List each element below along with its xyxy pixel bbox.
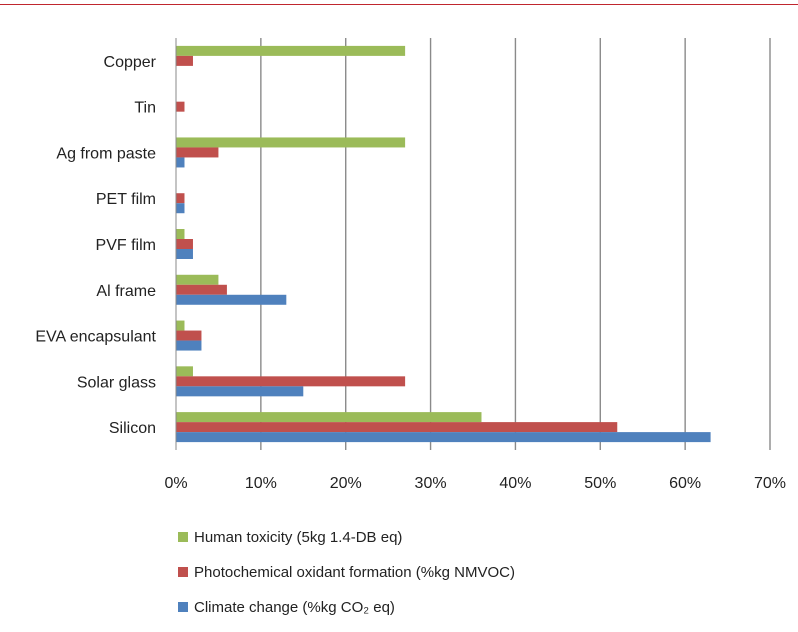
legend-swatch: [178, 602, 188, 612]
bar-chart: Copper Tin Ag from paste PET film PVF film Al…: [35, 38, 786, 492]
bar: [176, 239, 193, 249]
y-axis-labels: Copper Tin Ag from paste PET film PVF film Al…: [35, 54, 156, 437]
y-category-label: Tin: [134, 100, 156, 117]
bar: [176, 320, 185, 331]
bar: [176, 366, 193, 377]
y-category-label: Silicon: [109, 420, 156, 437]
legend-swatch: [178, 532, 188, 542]
bar: [176, 193, 185, 204]
bar: [176, 386, 304, 397]
x-tick-label: 40%: [499, 475, 531, 492]
legend-item: Climate change (%kg CO₂ eq): [178, 597, 515, 617]
legend-swatch: [178, 567, 188, 577]
y-category-label: Copper: [104, 54, 157, 71]
legend-label: Photochemical oxidant formation (%kg NMV…: [194, 563, 515, 581]
gridlines: [260, 38, 771, 450]
bar: [176, 412, 482, 423]
x-tick-label: 70%: [754, 475, 786, 492]
y-category-label: PVF film: [96, 237, 156, 254]
bars: [176, 45, 711, 443]
bar: [176, 284, 227, 295]
bar: [176, 330, 202, 341]
legend-label: Climate change (%kg CO₂ eq): [194, 598, 395, 616]
bar: [176, 340, 202, 351]
bar: [176, 294, 287, 305]
bar: [176, 229, 185, 239]
y-category-label: Ag from paste: [56, 145, 156, 162]
y-category-label: PET film: [96, 191, 156, 208]
legend: Human toxicity (5kg 1.4-DB eq) Photochemi…: [178, 527, 515, 632]
y-category-label: Solar glass: [77, 374, 156, 391]
x-tick-label: 0%: [164, 475, 187, 492]
top-rule: [0, 4, 798, 5]
bar: [176, 376, 406, 387]
bar: [176, 422, 618, 433]
x-tick-label: 50%: [584, 475, 616, 492]
bar: [176, 101, 185, 112]
y-category-label: EVA encapsulant: [35, 329, 156, 346]
bar: [176, 55, 193, 66]
x-tick-label: 30%: [415, 475, 447, 492]
legend-item: Photochemical oxidant formation (%kg NMV…: [178, 562, 515, 582]
y-category-label: Al frame: [96, 283, 156, 300]
bar: [176, 45, 406, 56]
bar: [176, 147, 219, 158]
x-tick-label: 10%: [245, 475, 277, 492]
bar: [176, 249, 193, 259]
bar: [176, 137, 406, 148]
legend-item: Human toxicity (5kg 1.4-DB eq): [178, 527, 515, 547]
x-tick-label: 60%: [669, 475, 701, 492]
bar: [176, 157, 185, 168]
legend-label: Human toxicity (5kg 1.4-DB eq): [194, 528, 403, 546]
x-axis-labels: 0% 10% 20% 30% 40% 50% 60% 70%: [164, 475, 786, 492]
bar: [176, 274, 219, 285]
bar: [176, 432, 711, 443]
x-tick-label: 20%: [330, 475, 362, 492]
bar: [176, 203, 185, 214]
